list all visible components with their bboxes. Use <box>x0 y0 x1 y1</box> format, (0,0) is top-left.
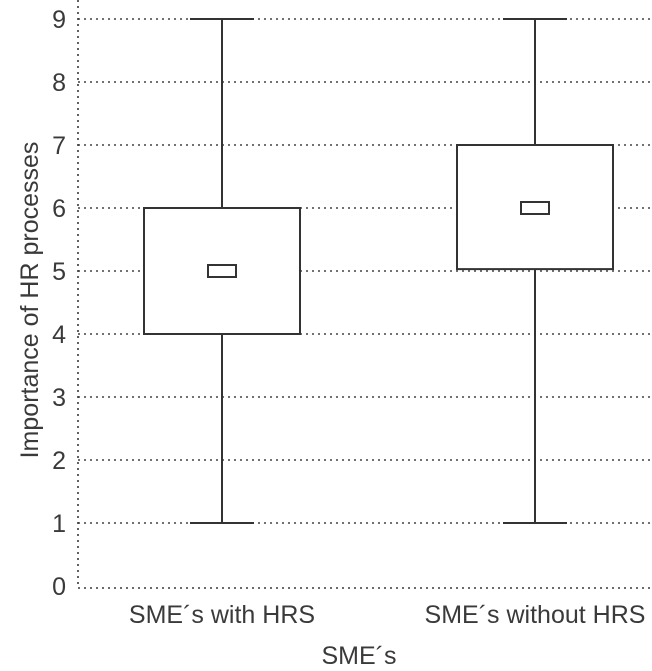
y-tick-label-2: 2 <box>52 447 66 475</box>
box-2 <box>456 18 614 524</box>
plot-frame <box>77 0 652 589</box>
y-axis-title: Importance of HR processes <box>16 142 44 459</box>
median-marker <box>520 201 550 215</box>
x-tick-label-2: SME´s without HRS <box>425 601 646 629</box>
x-tick-label-1: SME´s with HRS <box>129 601 315 629</box>
x-tick-labels: SME´s with HRS SME´s without HRS <box>129 601 646 629</box>
median-marker <box>207 264 237 278</box>
boxes-layer <box>143 18 614 524</box>
y-tick-label-3: 3 <box>52 384 66 412</box>
x-axis-title: SME´s <box>322 642 397 670</box>
y-tick-label-5: 5 <box>52 258 66 286</box>
y-tick-label-1: 1 <box>52 510 66 538</box>
y-tick-label-6: 6 <box>52 195 66 223</box>
y-tick-label-4: 4 <box>52 321 66 349</box>
y-tick-label-0: 0 <box>52 573 66 601</box>
box-1 <box>143 18 301 524</box>
y-tick-label-9: 9 <box>52 6 66 34</box>
y-tick-label-8: 8 <box>52 69 66 97</box>
y-tick-labels: 0 1 2 3 4 5 6 7 8 9 <box>52 6 66 601</box>
y-tick-label-7: 7 <box>52 132 66 160</box>
